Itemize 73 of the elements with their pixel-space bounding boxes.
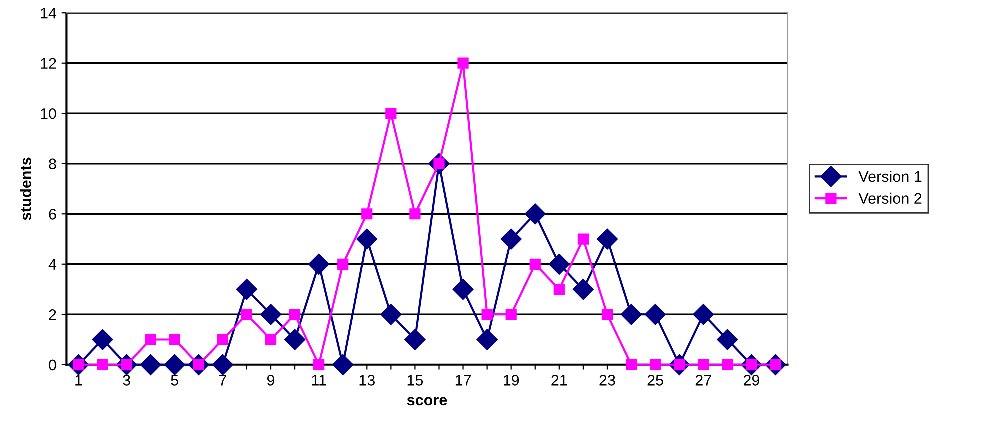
point <box>650 359 662 370</box>
point <box>362 208 373 220</box>
legend-label: Version 1 <box>858 170 922 182</box>
point <box>338 258 349 270</box>
x-tick-label: 5 <box>171 375 178 386</box>
x-tick-label: 1 <box>76 375 82 386</box>
point <box>458 58 469 69</box>
y-tick-label: 14 <box>41 8 57 19</box>
point <box>236 278 258 300</box>
point <box>596 228 618 250</box>
x-tick-label: 21 <box>552 375 568 386</box>
point <box>554 284 565 296</box>
point <box>332 354 354 376</box>
point <box>626 359 638 370</box>
y-tick-label: 2 <box>49 310 56 320</box>
y-tick-label: 12 <box>41 58 56 69</box>
point <box>356 228 378 250</box>
point <box>217 334 228 346</box>
point <box>698 359 710 370</box>
point <box>212 354 234 376</box>
y-tick-label: 6 <box>49 209 56 220</box>
point <box>308 254 330 275</box>
point <box>386 108 397 120</box>
x-tick-label: 13 <box>360 375 375 386</box>
x-tick-label: 25 <box>648 375 664 386</box>
point <box>530 258 541 270</box>
x-tick-label: 15 <box>408 375 424 386</box>
point <box>241 309 253 320</box>
y-tick-label: 10 <box>41 108 56 120</box>
point <box>314 359 325 370</box>
y-axis-title: students <box>20 158 32 220</box>
x-tick-label: 9 <box>267 375 275 386</box>
point <box>578 234 590 245</box>
point <box>404 329 426 350</box>
point <box>645 304 666 326</box>
point <box>572 278 594 300</box>
point <box>500 228 522 250</box>
point <box>452 278 474 300</box>
point <box>548 254 570 275</box>
x-tick-label: 19 <box>504 375 520 386</box>
point <box>621 304 642 326</box>
x-axis-title: score <box>407 397 448 406</box>
point <box>602 309 614 320</box>
point <box>410 208 421 220</box>
x-tick-label: 7 <box>219 375 226 386</box>
point <box>506 309 517 320</box>
y-tick-label: 8 <box>49 158 56 170</box>
point <box>284 329 306 350</box>
point <box>140 354 162 376</box>
x-tick-label: 3 <box>123 375 130 386</box>
x-tick-label: 29 <box>744 375 760 386</box>
point <box>476 329 498 350</box>
point <box>289 309 301 320</box>
point <box>482 309 493 320</box>
x-tick-label: 27 <box>696 375 712 386</box>
x-tick-label: 23 <box>600 375 616 386</box>
point <box>722 359 734 370</box>
point <box>145 334 156 346</box>
point <box>92 329 114 350</box>
point <box>169 334 180 346</box>
point <box>265 334 277 346</box>
x-tick-label: 11 <box>312 375 326 386</box>
point <box>524 204 546 225</box>
x-tick-label: 17 <box>456 375 472 386</box>
point <box>717 329 738 350</box>
point <box>164 354 186 376</box>
point <box>693 304 714 326</box>
point <box>260 304 282 326</box>
point <box>380 304 402 326</box>
y-tick-label: 4 <box>48 259 57 270</box>
legend-label: Version 2 <box>858 192 922 204</box>
y-tick-label: 0 <box>49 360 56 371</box>
point <box>97 359 108 370</box>
